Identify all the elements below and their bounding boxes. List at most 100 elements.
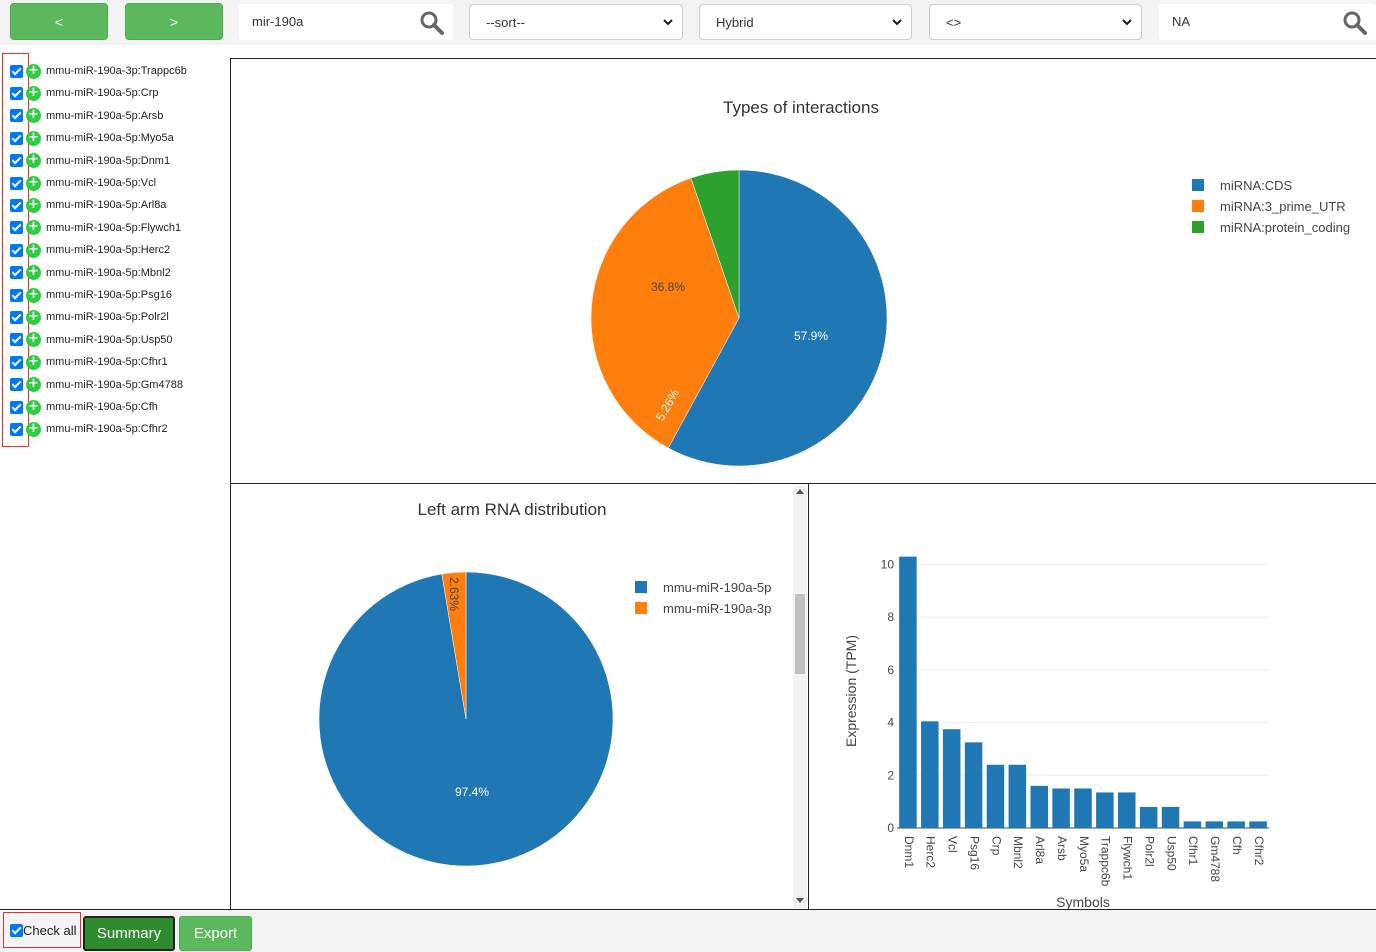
- bar[interactable]: [1052, 788, 1070, 828]
- list-item[interactable]: + mmu-miR-190a-5p:Psg16: [10, 285, 172, 305]
- bar[interactable]: [1096, 792, 1114, 828]
- expand-plus-icon[interactable]: +: [26, 265, 41, 281]
- expand-plus-icon[interactable]: +: [26, 63, 41, 79]
- expand-plus-icon[interactable]: +: [26, 377, 41, 393]
- list-item[interactable]: + mmu-miR-190a-5p:Cfhr1: [10, 352, 168, 372]
- item-checkbox[interactable]: [10, 131, 23, 145]
- list-item[interactable]: + mmu-miR-190a-5p:Dnm1: [10, 151, 170, 171]
- expand-plus-icon[interactable]: +: [26, 399, 41, 415]
- list-item[interactable]: + mmu-miR-190a-5p:Mbnl2: [10, 263, 171, 283]
- bar[interactable]: [1139, 806, 1158, 828]
- item-checkbox[interactable]: [10, 355, 23, 369]
- scroll-down-arrow[interactable]: [796, 898, 804, 903]
- list-item[interactable]: + mmu-miR-190a-3p:Trappc6b: [10, 61, 187, 81]
- legend-label[interactable]: miRNA:protein_coding: [1220, 220, 1350, 235]
- expand-plus-icon[interactable]: +: [26, 287, 41, 303]
- interaction-type-select[interactable]: Hybrid: [699, 4, 912, 40]
- list-item[interactable]: + mmu-miR-190a-5p:Flywch1: [10, 218, 181, 238]
- expand-plus-icon[interactable]: +: [26, 332, 41, 348]
- expand-plus-icon[interactable]: +: [26, 153, 41, 169]
- mirna-search-input[interactable]: mir-190a: [239, 4, 453, 40]
- item-checkbox[interactable]: [10, 310, 23, 324]
- bar[interactable]: [1074, 788, 1092, 828]
- item-checkbox[interactable]: [10, 422, 23, 436]
- pie-slice[interactable]: [590, 177, 740, 449]
- item-checkbox[interactable]: [10, 221, 23, 235]
- scroll-up-arrow[interactable]: [796, 489, 804, 494]
- interaction-types-panel: Types of interactions 57.9% 36.8% 5.26% miR…: [230, 58, 1376, 484]
- list-item[interactable]: + mmu-miR-190a-5p:Cfhr2: [10, 419, 168, 439]
- list-item[interactable]: + mmu-miR-190a-5p:Herc2: [10, 240, 170, 260]
- legend-swatch[interactable]: [1192, 200, 1204, 212]
- bar[interactable]: [986, 764, 1005, 828]
- list-item[interactable]: + mmu-miR-190a-5p:Usp50: [10, 330, 173, 350]
- bar[interactable]: [964, 742, 983, 828]
- expand-plus-icon[interactable]: +: [26, 85, 41, 101]
- previous-button[interactable]: <: [10, 3, 108, 40]
- expand-plus-icon[interactable]: +: [26, 354, 41, 370]
- expand-plus-icon[interactable]: +: [26, 108, 41, 124]
- expand-plus-icon[interactable]: +: [26, 242, 41, 258]
- expand-plus-icon[interactable]: +: [26, 197, 41, 213]
- legend-label[interactable]: miRNA:CDS: [1220, 178, 1293, 193]
- bar[interactable]: [921, 721, 939, 828]
- expand-plus-icon[interactable]: +: [26, 175, 41, 191]
- bar[interactable]: [1249, 821, 1267, 828]
- item-checkbox[interactable]: [10, 64, 23, 78]
- bar[interactable]: [942, 729, 961, 828]
- list-item[interactable]: + mmu-miR-190a-5p:Crp: [10, 83, 158, 103]
- next-button[interactable]: >: [125, 3, 223, 40]
- legend-swatch[interactable]: [635, 602, 647, 614]
- bar[interactable]: [1008, 764, 1027, 828]
- pie-slice[interactable]: [690, 169, 740, 319]
- bar[interactable]: [1030, 785, 1048, 828]
- bar[interactable]: [1205, 821, 1224, 828]
- bar[interactable]: [1183, 821, 1202, 828]
- list-item[interactable]: + mmu-miR-190a-5p:Vcl: [10, 173, 156, 193]
- expand-plus-icon[interactable]: +: [26, 309, 41, 325]
- bar[interactable]: [899, 556, 917, 828]
- list-item[interactable]: + mmu-miR-190a-5p:Polr2l: [10, 307, 169, 327]
- item-checkbox[interactable]: [10, 86, 23, 100]
- expand-plus-icon[interactable]: +: [26, 220, 41, 236]
- item-checkbox[interactable]: [10, 288, 23, 302]
- bar[interactable]: [1161, 806, 1180, 828]
- scrollbar-thumb[interactable]: [795, 594, 805, 674]
- bar[interactable]: [1118, 792, 1136, 828]
- item-checkbox[interactable]: [10, 198, 23, 212]
- legend-swatch[interactable]: [1192, 179, 1204, 191]
- legend-swatch[interactable]: [1192, 221, 1204, 233]
- item-checkbox[interactable]: [10, 333, 23, 347]
- legend-swatch[interactable]: [635, 581, 647, 593]
- item-checkbox[interactable]: [10, 154, 23, 168]
- legend-label[interactable]: mmu-miR-190a-3p: [663, 601, 771, 616]
- check-all-checkbox[interactable]: Check all: [3, 912, 81, 948]
- list-item[interactable]: + mmu-miR-190a-5p:Cfh: [10, 397, 158, 417]
- expand-plus-icon[interactable]: +: [26, 130, 41, 146]
- item-checkbox[interactable]: [10, 378, 23, 392]
- compare-select[interactable]: <>: [929, 4, 1142, 40]
- list-item[interactable]: + mmu-miR-190a-5p:Gm4788: [10, 375, 183, 395]
- item-checkbox[interactable]: [10, 243, 23, 257]
- item-checkbox[interactable]: [10, 400, 23, 414]
- summary-button[interactable]: Summary: [83, 916, 175, 951]
- search-icon[interactable]: [1342, 10, 1368, 36]
- sort-select[interactable]: --sort--: [469, 4, 683, 40]
- expand-plus-icon[interactable]: +: [26, 421, 41, 437]
- legend-label[interactable]: miRNA:3_prime_UTR: [1220, 199, 1346, 214]
- list-item[interactable]: + mmu-miR-190a-5p:Myo5a: [10, 128, 174, 148]
- panel-scrollbar[interactable]: [793, 486, 807, 908]
- export-button[interactable]: Export: [179, 916, 252, 951]
- bar[interactable]: [1227, 821, 1245, 828]
- legend-label[interactable]: mmu-miR-190a-5p: [663, 580, 771, 595]
- item-checkbox[interactable]: [10, 266, 23, 280]
- item-checkbox[interactable]: [10, 176, 23, 190]
- list-item[interactable]: + mmu-miR-190a-5p:Arl8a: [10, 195, 166, 215]
- check-all-checkbox-box[interactable]: [10, 923, 23, 937]
- pie-slice[interactable]: [667, 169, 888, 467]
- filter-search-input[interactable]: NA: [1159, 4, 1376, 40]
- list-item[interactable]: + mmu-miR-190a-5p:Arsb: [10, 106, 163, 126]
- search-icon[interactable]: [419, 10, 445, 36]
- pie-slice[interactable]: [441, 571, 467, 720]
- item-checkbox[interactable]: [10, 109, 23, 123]
